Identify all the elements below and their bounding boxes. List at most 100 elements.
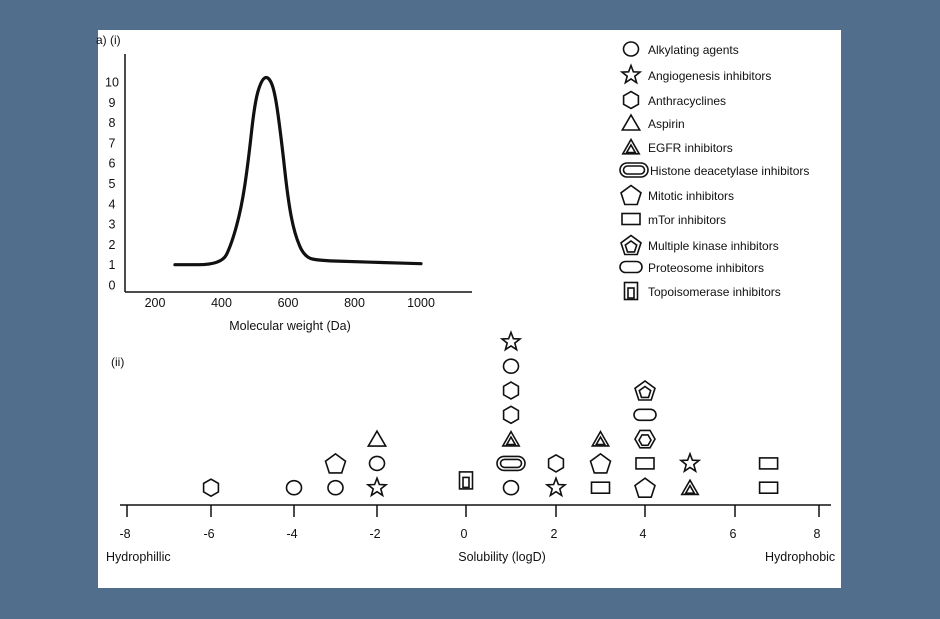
y-tick-label: 2 xyxy=(109,238,116,252)
y-tick-label: 8 xyxy=(109,116,116,130)
x-tick-label: 800 xyxy=(344,296,365,310)
rectangle-marker xyxy=(758,457,779,470)
legend-label: Alkylating agents xyxy=(648,43,739,57)
double-stadium-marker xyxy=(496,455,526,472)
hexagon-marker xyxy=(622,90,640,110)
legend-item: Topoisomerase inhibitors xyxy=(623,281,781,301)
x-tick-label: 2 xyxy=(551,527,558,541)
rectangle-marker xyxy=(590,481,611,495)
legend-item: Aspirin xyxy=(620,113,685,131)
x-tick-label: -6 xyxy=(203,527,214,541)
x-tick-label: -4 xyxy=(286,527,297,541)
double-pentagon-marker xyxy=(634,380,656,401)
circle-marker xyxy=(622,41,640,57)
legend-item: Alkylating agents xyxy=(622,41,739,57)
circle-marker xyxy=(327,479,344,496)
y-tick-label: 10 xyxy=(105,76,119,90)
double-square-marker xyxy=(458,471,474,490)
double-triangle-marker xyxy=(621,137,641,155)
legend-item: Mitotic inhibitors xyxy=(620,184,734,206)
circle-marker xyxy=(285,479,303,496)
legend-label: mTor inhibitors xyxy=(648,213,726,227)
star-marker xyxy=(499,330,523,352)
x-tick-label: 8 xyxy=(814,527,821,541)
y-tick-label: 0 xyxy=(109,279,116,293)
stadium-marker xyxy=(619,260,643,274)
x-tick-label: -2 xyxy=(369,527,380,541)
legend-item: EGFR inhibitors xyxy=(621,137,733,155)
double-hexagon-marker xyxy=(634,429,656,449)
x-axis-label: Solubility (logD) xyxy=(458,550,546,564)
legend-label: Proteosome inhibitors xyxy=(648,261,764,275)
hydrophilic-label: Hydrophillic xyxy=(106,550,171,564)
legend-item: Anthracyclines xyxy=(622,90,726,110)
double-stadium-marker xyxy=(619,162,649,178)
panel-label-i: a) (i) xyxy=(96,33,121,47)
y-tick-label: 6 xyxy=(109,157,116,171)
legend-item: Histone deacetylase inhibitors xyxy=(619,162,809,178)
y-tick-label: 7 xyxy=(109,136,116,150)
legend-label: Mitotic inhibitors xyxy=(648,189,734,203)
solubility-chart: Hydrophillic Solubility (logD) Hydrophob… xyxy=(106,330,835,564)
star-marker xyxy=(619,63,643,85)
stadium-marker xyxy=(633,408,657,422)
y-tick-label: 9 xyxy=(109,96,116,110)
double-square-marker xyxy=(623,281,639,301)
double-pentagon-marker xyxy=(620,234,642,256)
rectangle-marker xyxy=(621,212,641,226)
pentagon-marker xyxy=(634,477,656,499)
star-marker xyxy=(365,475,389,498)
panel-label-ii: (ii) xyxy=(111,355,124,369)
triangle-marker xyxy=(366,429,388,447)
double-triangle-marker xyxy=(590,429,611,447)
x-tick-label: 200 xyxy=(145,296,166,310)
rectangle-marker xyxy=(635,457,655,470)
x-tick-label: 1000 xyxy=(407,296,435,310)
x-tick-label: 4 xyxy=(640,527,647,541)
distribution-curve xyxy=(173,75,423,267)
legend-item: mTor inhibitors xyxy=(621,212,726,227)
hydrophobic-label: Hydrophobic xyxy=(765,550,835,564)
triangle-marker xyxy=(620,113,642,131)
pentagon-marker xyxy=(324,452,347,474)
star-marker xyxy=(678,451,702,473)
legend-label: Angiogenesis inhibitors xyxy=(648,69,771,83)
x-tick-label: 600 xyxy=(278,296,299,310)
hexagon-marker xyxy=(502,405,520,425)
x-tick-label: 400 xyxy=(211,296,232,310)
circle-marker xyxy=(368,455,386,472)
y-tick-label: 3 xyxy=(109,218,116,232)
circle-marker xyxy=(502,358,520,375)
double-triangle-marker xyxy=(501,429,521,447)
legend-label: Anthracyclines xyxy=(648,94,726,108)
legend-label: Multiple kinase inhibitors xyxy=(648,239,779,253)
y-tick-label: 1 xyxy=(109,258,116,272)
pentagon-marker xyxy=(620,184,642,206)
pentagon-marker xyxy=(589,452,612,474)
hexagon-marker xyxy=(202,478,220,498)
legend-label: EGFR inhibitors xyxy=(648,141,733,155)
hexagon-marker xyxy=(502,381,520,400)
x-axis-label: Molecular weight (Da) xyxy=(229,319,351,333)
legend-item: Multiple kinase inhibitors xyxy=(620,234,779,256)
molecular-weight-chart: Molecular weight (Da) 200 400 600 800 1000 0 1… xyxy=(105,54,472,333)
x-tick-label: 0 xyxy=(461,527,468,541)
y-tick-label: 4 xyxy=(109,197,116,211)
legend-label: Topoisomerase inhibitors xyxy=(648,285,781,299)
double-triangle-marker xyxy=(680,478,700,496)
legend-item: Angiogenesis inhibitors xyxy=(619,63,771,85)
circle-marker xyxy=(502,479,520,496)
rectangle-marker xyxy=(758,481,779,495)
figure-panel xyxy=(98,30,841,588)
legend-item: Proteosome inhibitors xyxy=(619,260,764,275)
legend-label: Aspirin xyxy=(648,117,685,131)
legend-label: Histone deacetylase inhibitors xyxy=(650,164,809,178)
y-tick-label: 5 xyxy=(109,177,116,191)
x-tick-label: 6 xyxy=(730,527,737,541)
legend: Alkylating agents Angiogenesis inhibitors… xyxy=(619,41,809,301)
hexagon-marker xyxy=(547,453,565,473)
star-marker xyxy=(544,475,568,498)
x-tick-label: -8 xyxy=(119,527,130,541)
